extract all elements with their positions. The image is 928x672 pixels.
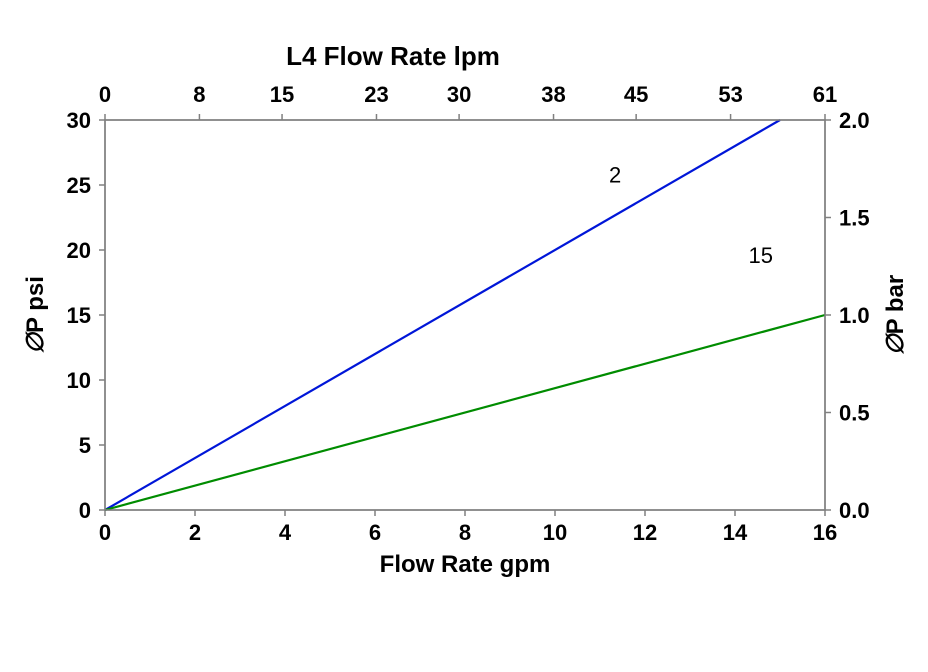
top-tick-label: 61 <box>813 82 837 107</box>
right-tick-label: 1.0 <box>839 303 870 328</box>
right-axis-title: ∅P bar <box>882 275 909 356</box>
chart-container: 0246810121416Flow Rate gpm08152330384553… <box>0 0 928 672</box>
bottom-tick-label: 8 <box>459 520 471 545</box>
bottom-tick-label: 4 <box>279 520 292 545</box>
left-tick-label: 10 <box>67 368 91 393</box>
left-tick-label: 25 <box>67 173 91 198</box>
top-tick-label: 45 <box>624 82 648 107</box>
bottom-tick-label: 10 <box>543 520 567 545</box>
top-tick-label: 8 <box>193 82 205 107</box>
series-label-series-15: 15 <box>749 243 773 268</box>
bottom-tick-label: 12 <box>633 520 657 545</box>
left-axis-title: ∅P psi <box>22 276 49 354</box>
top-tick-label: 0 <box>99 82 111 107</box>
bottom-tick-label: 16 <box>813 520 837 545</box>
right-tick-label: 1.5 <box>839 206 870 231</box>
top-tick-label: 53 <box>718 82 742 107</box>
top-tick-label: 23 <box>364 82 388 107</box>
left-tick-label: 15 <box>67 303 91 328</box>
right-tick-label: 2.0 <box>839 108 870 133</box>
bottom-tick-label: 2 <box>189 520 201 545</box>
bottom-axis-title: Flow Rate gpm <box>380 551 551 578</box>
flow-rate-pressure-chart: 0246810121416Flow Rate gpm08152330384553… <box>0 0 928 672</box>
series-label-series-2: 2 <box>609 162 621 187</box>
top-tick-label: 15 <box>270 82 294 107</box>
left-tick-label: 0 <box>79 498 91 523</box>
top-axis-title: L4 Flow Rate lpm <box>286 41 500 71</box>
bottom-tick-label: 6 <box>369 520 381 545</box>
left-tick-label: 5 <box>79 433 91 458</box>
bottom-tick-label: 14 <box>723 520 748 545</box>
right-tick-label: 0.5 <box>839 401 870 426</box>
right-tick-label: 0.0 <box>839 498 870 523</box>
bottom-tick-label: 0 <box>99 520 111 545</box>
top-tick-label: 30 <box>447 82 471 107</box>
left-tick-label: 20 <box>67 238 91 263</box>
top-tick-label: 38 <box>541 82 565 107</box>
left-tick-label: 30 <box>67 108 91 133</box>
